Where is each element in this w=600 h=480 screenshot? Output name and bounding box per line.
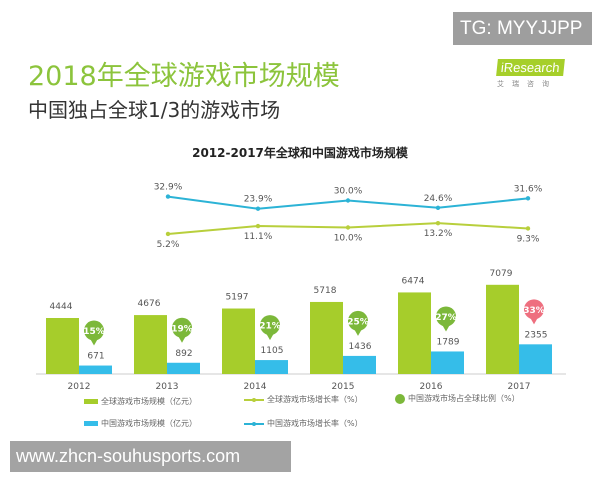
legend-label: 全球游戏市场增长率（%） [267, 395, 363, 404]
tg-overlay: TG: MYYJJPP [453, 12, 592, 45]
legend-swatch [84, 399, 98, 404]
legend-global-bar: 全球游戏市场规模（亿元） [84, 396, 197, 407]
point-2015 [345, 225, 351, 230]
bubble-share-2016 [436, 306, 456, 327]
legend-label: 中国游戏市场增长率（%） [267, 419, 363, 428]
label-global-2017: 7079 [490, 269, 513, 279]
iresearch-logo: iResearch 艾瑞咨询 [496, 57, 567, 89]
point-2014 [255, 206, 261, 211]
label-china-2015: 1436 [349, 342, 372, 352]
bubble-share-2013 [172, 317, 192, 338]
bubble-label-2017: 33% [523, 306, 545, 316]
bar-china-2012 [79, 365, 112, 374]
bubble-label-2014: 21% [259, 322, 281, 332]
bar-global-2017 [486, 284, 519, 374]
bar-global-2016 [398, 292, 431, 374]
line-label-2017: 9.3% [517, 234, 540, 244]
bubble-label-2012: 15% [83, 327, 105, 337]
legend-swatch [84, 421, 98, 426]
point-2015 [345, 198, 351, 203]
bar-global-2012 [46, 318, 79, 374]
label-china-2017: 2355 [525, 330, 548, 340]
label-china-2014: 1105 [261, 346, 284, 356]
label-global-2014: 5197 [226, 293, 249, 303]
x-tick-2016: 2016 [420, 382, 443, 392]
line-label-2013: 5.2% [157, 240, 180, 250]
label-china-2013: 892 [175, 349, 192, 359]
label-china-2016: 1789 [437, 337, 460, 347]
legend-label: 全球游戏市场规模（亿元） [101, 397, 197, 406]
bar-china-2014 [255, 360, 288, 374]
x-tick-2017: 2017 [508, 382, 531, 392]
legend-swatch [244, 397, 264, 402]
legend-global-growth: 全球游戏市场增长率（%） [244, 394, 363, 405]
line-label-2014: 23.9% [244, 195, 273, 205]
line-label-2014: 11.1% [244, 232, 273, 242]
logo-sub: 艾瑞咨询 [497, 80, 557, 88]
watermark-overlay: www.zhcn-souhusports.com [10, 441, 291, 472]
bar-china-2017 [519, 344, 552, 374]
line-label-2015: 10.0% [334, 234, 363, 244]
chart-title: 2012-2017年全球和中国游戏市场规模 [192, 146, 408, 160]
label-global-2013: 4676 [138, 299, 161, 309]
label-global-2016: 6474 [402, 276, 425, 286]
bubble-label-2016: 27% [435, 313, 457, 323]
legend-swatch [244, 421, 264, 426]
legend-china-growth: 中国游戏市场增长率（%） [244, 418, 363, 429]
point-2016 [435, 220, 441, 226]
point-2014 [255, 223, 261, 229]
point-2013 [165, 231, 171, 237]
x-tick-2012: 2012 [68, 382, 91, 392]
line-label-2016: 24.6% [424, 194, 453, 204]
label-global-2015: 5718 [314, 286, 337, 296]
point-2016 [435, 205, 441, 210]
bubble-label-2013: 19% [171, 324, 193, 334]
x-tick-2013: 2013 [156, 382, 179, 392]
bar-china-2016 [431, 351, 464, 374]
line-label-2015: 30.0% [334, 187, 363, 197]
line-label-2016: 13.2% [424, 229, 453, 239]
point-2017 [525, 226, 531, 231]
legend-china-bar: 中国游戏市场规模（亿元） [84, 418, 197, 429]
bar-global-2015 [310, 301, 343, 374]
point-2013 [165, 194, 171, 199]
bubble-share-2014 [260, 315, 280, 336]
line-label-2013: 32.9% [154, 183, 183, 193]
chart: 4444 671 2012 15% 4676 892 2013 19% 5197 1105 2014… [36, 183, 566, 392]
page-subtitle: 中国独占全球1/3的游戏市场 [28, 98, 281, 122]
legend-label: 中国游戏市场占全球比例（%） [408, 394, 520, 403]
bubble-share-2017 [524, 299, 544, 320]
x-tick-2014: 2014 [244, 382, 267, 392]
x-tick-2015: 2015 [332, 382, 355, 392]
bar-global-2014 [222, 308, 255, 374]
legend-pin-icon [395, 393, 405, 404]
label-global-2012: 4444 [50, 302, 73, 312]
bubble-share-2015 [348, 310, 368, 331]
legend-china-share: 中国游戏市场占全球比例（%） [395, 393, 520, 404]
point-2017 [525, 196, 531, 201]
bubble-label-2015: 25% [347, 317, 369, 327]
legend-label: 中国游戏市场规模（亿元） [101, 419, 197, 428]
bubble-share-2012 [84, 320, 104, 341]
page-title: 2018年全球游戏市场规模 [28, 61, 340, 92]
line-label-2017: 31.6% [514, 184, 543, 194]
bar-china-2015 [343, 355, 376, 374]
label-china-2012: 671 [87, 352, 104, 362]
bar-global-2013 [134, 315, 167, 374]
bar-china-2013 [167, 362, 200, 374]
